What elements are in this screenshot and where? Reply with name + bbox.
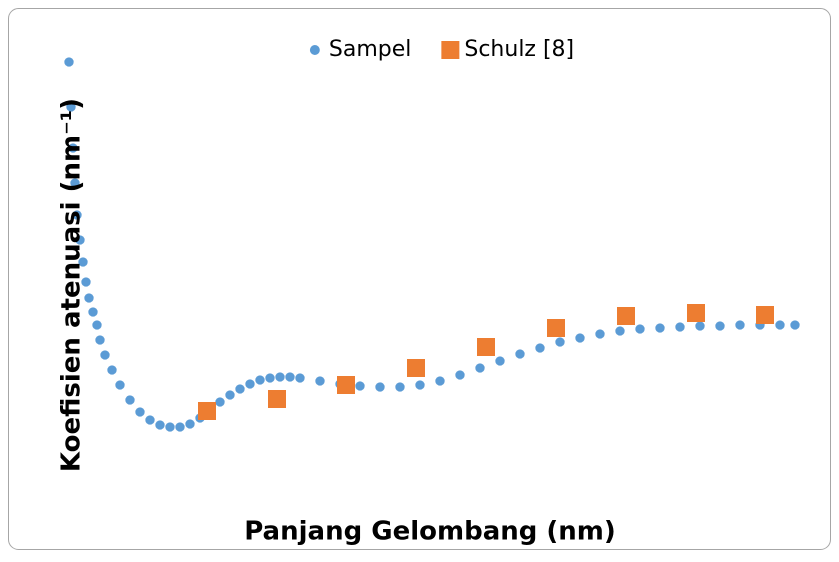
square-marker — [687, 304, 705, 322]
dot-marker — [575, 333, 585, 343]
dot-marker — [95, 335, 105, 345]
dot-marker — [66, 102, 76, 112]
dot-marker — [75, 235, 85, 245]
dot-marker — [68, 143, 78, 153]
dot-marker — [655, 323, 665, 333]
legend-label: Sampel — [329, 37, 412, 62]
dot-marker — [72, 210, 82, 220]
dot-marker — [235, 384, 245, 394]
square-marker — [268, 390, 286, 408]
dot-marker — [165, 422, 175, 432]
dot-marker — [78, 257, 88, 267]
dot-marker — [395, 382, 405, 392]
dot-marker — [245, 379, 255, 389]
dot-marker — [92, 320, 102, 330]
legend: Sampel Schulz [8] — [309, 37, 574, 62]
chart-border — [8, 8, 831, 550]
square-marker — [477, 338, 495, 356]
dot-marker — [64, 57, 74, 67]
square-marker — [407, 359, 425, 377]
dot-marker — [145, 415, 155, 425]
dot-marker — [135, 407, 145, 417]
dot-marker — [595, 329, 605, 339]
dot-marker — [81, 277, 91, 287]
plot-area — [64, 57, 800, 432]
dot-marker — [84, 293, 94, 303]
dot-marker — [295, 373, 305, 383]
dot-marker — [375, 382, 385, 392]
square-marker — [617, 307, 635, 325]
legend-label: Schulz [8] — [464, 37, 574, 62]
dot-marker — [107, 365, 117, 375]
dot-marker — [695, 321, 705, 331]
dot-marker — [115, 380, 125, 390]
dot-marker — [88, 307, 98, 317]
dot-marker — [675, 322, 685, 332]
dot-marker — [535, 343, 545, 353]
dot-marker — [355, 381, 365, 391]
dot-marker — [215, 397, 225, 407]
dot-marker — [225, 390, 235, 400]
dot-marker — [635, 324, 645, 334]
dot-marker — [155, 420, 165, 430]
square-marker — [547, 319, 565, 337]
dot-marker — [185, 419, 195, 429]
dot-marker — [275, 372, 285, 382]
legend-symbol — [441, 41, 460, 59]
y-axis-title: Koefisien atenuasi (nm⁻¹) — [57, 98, 87, 472]
dot-marker — [415, 380, 425, 390]
dot-marker — [775, 320, 785, 330]
legend-item: Sampel — [309, 37, 412, 62]
dot-marker — [175, 422, 185, 432]
dot-marker — [265, 373, 275, 383]
square-marker — [756, 306, 774, 324]
dot-marker — [435, 376, 445, 386]
square-marker — [337, 376, 355, 394]
dot-marker — [735, 320, 745, 330]
dot-marker — [100, 350, 110, 360]
dot-marker — [125, 395, 135, 405]
dot-marker — [255, 375, 265, 385]
dot-marker — [715, 321, 725, 331]
dot-marker — [495, 356, 505, 366]
dot-marker — [455, 370, 465, 380]
x-axis-title: Panjang Gelombang (nm) — [244, 517, 616, 547]
dot-marker — [475, 363, 485, 373]
dot-marker — [615, 326, 625, 336]
legend-symbol — [309, 45, 320, 55]
legend-item: Schulz [8] — [441, 37, 574, 62]
dot-marker — [515, 349, 525, 359]
square-marker — [198, 402, 216, 420]
dot-marker — [285, 372, 295, 382]
dot-marker — [555, 337, 565, 347]
dot-marker — [315, 376, 325, 386]
dot-marker — [790, 320, 800, 330]
dot-marker — [70, 178, 80, 188]
